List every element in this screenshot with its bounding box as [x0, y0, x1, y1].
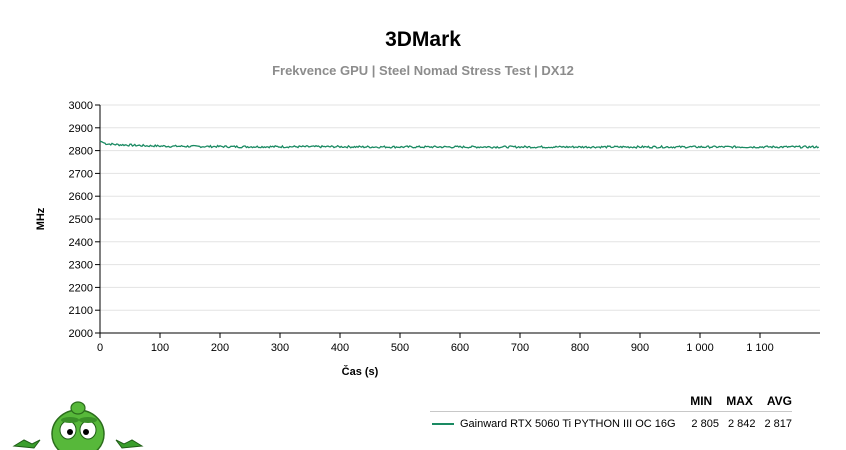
legend-swatch	[432, 423, 454, 425]
y-tick-label: 2900	[69, 123, 93, 135]
y-tick-label: 2000	[69, 328, 93, 340]
grid-lines	[99, 104, 820, 334]
x-tick-label: 100	[151, 342, 169, 354]
y-tick-label: 2400	[69, 237, 93, 249]
y-tick-label: 2100	[69, 305, 93, 317]
y-tick-label: 3000	[69, 100, 93, 112]
series-group	[99, 140, 820, 149]
y-tick-label: 2700	[69, 168, 93, 180]
x-tick-label: 300	[271, 342, 289, 354]
legend-header-avg: AVG	[766, 394, 792, 408]
y-tick-label: 2500	[69, 214, 93, 226]
x-tick-label: 500	[391, 342, 409, 354]
x-tick-label: 800	[571, 342, 589, 354]
legend-table: MIN MAX AVG Gainward RTX 5060 Ti PYTHON …	[430, 394, 792, 434]
x-tick-label: 700	[511, 342, 529, 354]
x-tick-label: 0	[97, 342, 103, 354]
x-tick-label: 600	[451, 342, 469, 354]
legend-header: MIN MAX AVG	[430, 394, 792, 412]
mascot-logo	[12, 401, 144, 450]
x-tick-label: 1 100	[746, 342, 774, 354]
x-axis-ticks: 0 100 200 300 400 500 600 700 800 900 1 000 1 100	[97, 333, 774, 354]
chart-title: 3DMark	[385, 28, 461, 51]
y-tick-label: 2600	[69, 191, 93, 203]
legend-header-min: MIN	[690, 394, 713, 408]
legend-series-name: Gainward RTX 5060 Ti PYTHON III OC 16G	[460, 418, 676, 430]
x-tick-label: 400	[331, 342, 349, 354]
y-tick-label: 2300	[69, 260, 93, 272]
x-tick-label: 900	[631, 342, 649, 354]
chart-subtitle: Frekvence GPU | Steel Nomad Stress Test …	[272, 63, 574, 78]
y-tick-label: 2200	[69, 282, 93, 294]
y-axis-label: MHz	[35, 207, 47, 230]
legend-row: Gainward RTX 5060 Ti PYTHON III OC 16G 2…	[430, 414, 792, 434]
legend-min-value: 2 805	[691, 418, 719, 430]
legend-header-max: MAX	[726, 394, 753, 408]
y-tick-label: 2800	[69, 146, 93, 158]
legend-max-value: 2 842	[727, 418, 756, 430]
legend-avg-value: 2 817	[764, 418, 792, 430]
line-chart: 2000210022002300240025002600270028002900…	[35, 100, 820, 378]
y-axis-ticks: 2000 2100 2200 2300 2400 2500 2600 2700 2800 2900…	[69, 100, 100, 340]
x-axis-label: Čas (s)	[342, 365, 379, 378]
x-tick-label: 1 000	[686, 342, 714, 354]
x-tick-label: 200	[211, 342, 229, 354]
series-line	[99, 140, 820, 149]
